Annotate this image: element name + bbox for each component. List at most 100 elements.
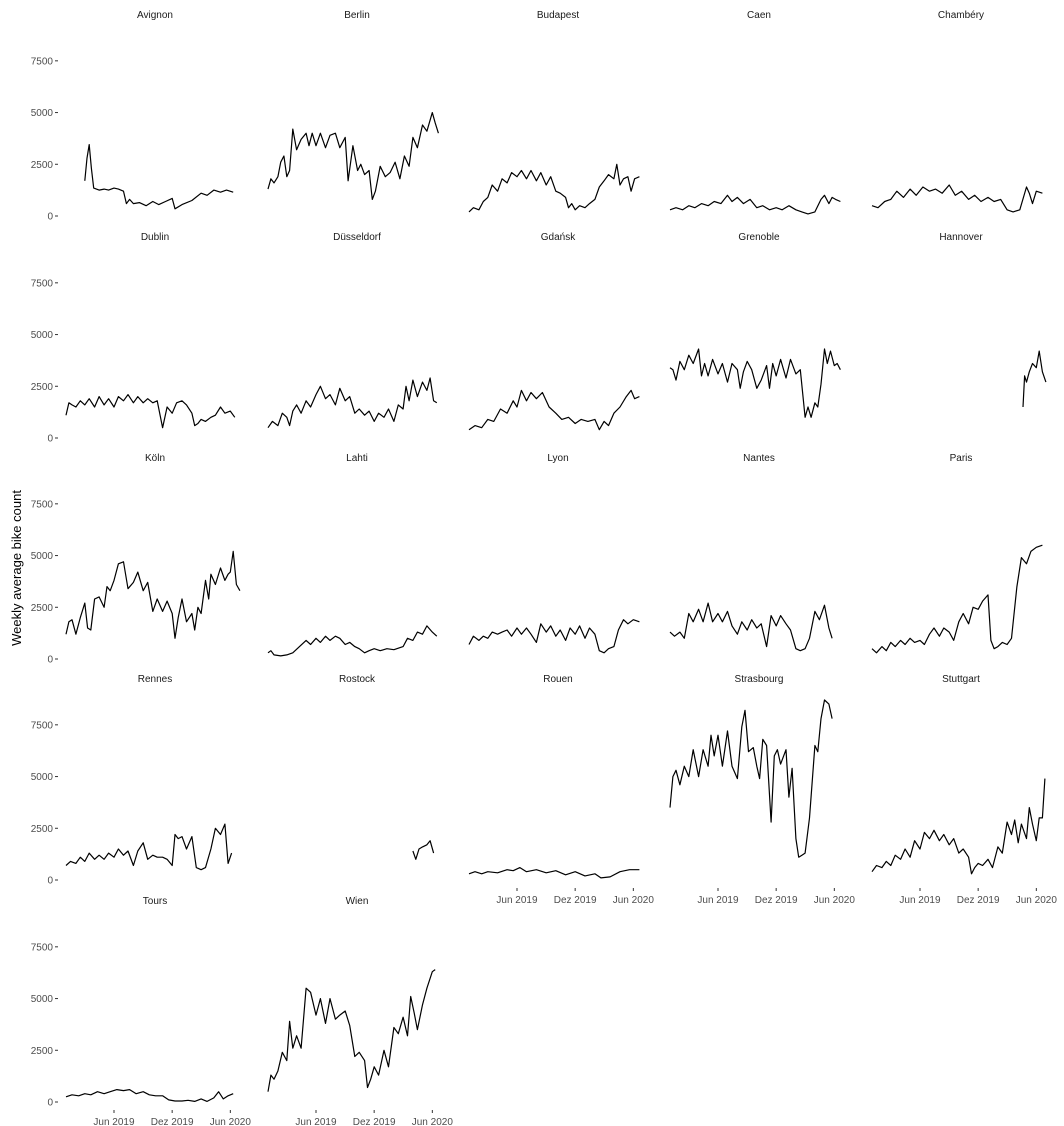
y-tick-label: 7500 — [31, 56, 54, 67]
panel-title: Wien — [346, 896, 369, 907]
series-line — [871, 544, 1043, 654]
series-line — [468, 389, 640, 431]
panel-title: Paris — [950, 453, 973, 464]
x-tick-label: Dez 2019 — [151, 1117, 194, 1126]
panel-title: Nantes — [743, 453, 775, 464]
x-tick-label: Dez 2019 — [353, 1117, 396, 1126]
x-tick-label: Jun 2019 — [93, 1117, 135, 1126]
facet-panel: Lyon — [468, 453, 640, 654]
y-tick-label: 2500 — [31, 603, 54, 614]
x-tick-label: Jun 2020 — [814, 895, 856, 906]
facet-panel: Stuttgart Jun 2019 Dez 2019 Jun 2020 — [871, 674, 1058, 906]
y-axis-title: Weekly average bike count — [9, 490, 24, 646]
facet-panel: Chambéry — [871, 10, 1043, 213]
series-line — [267, 625, 438, 657]
y-tick-label: 5000 — [31, 551, 54, 562]
facet-panel: Wien Jun 2019 Dez 2019 Jun 2020 — [267, 896, 454, 1126]
facet-panel: Strasbourg Jun 2019 Dez 2019 Jun 2020 — [669, 674, 856, 906]
panel-title: Köln — [145, 453, 165, 464]
x-tick-label: Jun 2020 — [210, 1117, 252, 1126]
series-line — [871, 778, 1046, 875]
series-line — [669, 699, 833, 858]
y-tick-label: 7500 — [31, 720, 54, 731]
series-line — [669, 194, 841, 215]
panel-title: Chambéry — [938, 10, 984, 21]
x-tick-label: Jun 2020 — [613, 895, 655, 906]
y-tick-label: 7500 — [31, 499, 54, 510]
series-line — [65, 550, 241, 639]
series-line — [65, 394, 236, 429]
facet-panel: Nantes — [669, 453, 833, 652]
y-tick-label: 0 — [47, 876, 53, 887]
series-line — [669, 348, 841, 418]
facet-panel: Rouen Jun 2019 Dez 2019 Jun 2020 — [468, 674, 655, 906]
panel-title: Lyon — [547, 453, 568, 464]
facet-panel: Berlin — [267, 10, 439, 200]
y-tick-label: 5000 — [31, 330, 54, 341]
panels-layer: Avignon 0 2500 5000 7500 Berlin Budapest Caen Ch… — [31, 10, 1058, 1126]
panel-title: Budapest — [537, 10, 579, 21]
panel-title: Hannover — [939, 232, 983, 243]
series-line — [267, 377, 438, 429]
series-line — [412, 840, 435, 860]
series-line — [468, 163, 640, 213]
x-tick-label: Jun 2019 — [496, 895, 538, 906]
series-line — [267, 112, 439, 200]
x-tick-label: Jun 2019 — [899, 895, 941, 906]
y-tick-label: 2500 — [31, 160, 54, 171]
facet-panel: Tours 0 2500 5000 7500 Jun 2019 Dez 2019 Jun 20… — [31, 896, 252, 1126]
panel-title: Lahti — [346, 453, 368, 464]
series-line — [468, 867, 640, 879]
facet-panel: Lahti — [267, 453, 438, 657]
x-tick-label: Jun 2019 — [295, 1117, 337, 1126]
y-tick-label: 0 — [47, 1098, 53, 1109]
y-tick-label: 7500 — [31, 942, 54, 953]
panel-title: Avignon — [137, 10, 173, 21]
facet-panel: Grenoble — [669, 232, 841, 418]
y-tick-label: 2500 — [31, 382, 54, 393]
x-tick-label: Jun 2020 — [1016, 895, 1058, 906]
facet-panel: Paris — [871, 453, 1043, 654]
y-tick-label: 5000 — [31, 772, 54, 783]
x-tick-label: Jun 2020 — [412, 1117, 454, 1126]
x-tick-label: Jun 2019 — [697, 895, 739, 906]
facet-panel: Budapest — [468, 10, 640, 213]
facet-panel: Düsseldorf — [267, 232, 438, 429]
facet-panel: Caen — [669, 10, 841, 215]
series-line — [1022, 350, 1047, 408]
series-line — [65, 823, 233, 871]
panel-title: Strasbourg — [735, 674, 784, 685]
facet-panel: Gdańsk — [468, 232, 640, 431]
y-tick-label: 2500 — [31, 824, 54, 835]
panel-title: Caen — [747, 10, 771, 21]
panel-title: Rouen — [543, 674, 572, 685]
y-tick-label: 5000 — [31, 108, 54, 119]
series-line — [267, 969, 436, 1092]
series-line — [468, 619, 640, 654]
series-line — [669, 602, 833, 652]
facet-panel: Rennes 0 2500 5000 7500 — [31, 674, 233, 887]
facet-panel: Dublin 0 2500 5000 7500 — [31, 232, 236, 445]
panel-title: Berlin — [344, 10, 370, 21]
facet-panel: Köln 0 2500 5000 7500 — [31, 453, 241, 666]
y-tick-label: 7500 — [31, 278, 54, 289]
y-tick-label: 0 — [47, 655, 53, 666]
facet-panel: Hannover — [939, 232, 1047, 408]
facet-panel: Rostock — [339, 674, 435, 860]
series-line — [84, 144, 234, 210]
panel-title: Düsseldorf — [333, 232, 381, 243]
series-line — [65, 1089, 234, 1102]
y-tick-label: 2500 — [31, 1046, 54, 1057]
panel-title: Dublin — [141, 232, 169, 243]
panel-title: Rennes — [138, 674, 172, 685]
x-tick-label: Dez 2019 — [554, 895, 597, 906]
y-tick-label: 0 — [47, 434, 53, 445]
panel-title: Tours — [143, 896, 167, 907]
facet-panel: Avignon 0 2500 5000 7500 — [31, 10, 234, 223]
x-tick-label: Dez 2019 — [957, 895, 1000, 906]
panel-title: Rostock — [339, 674, 376, 685]
series-line — [871, 184, 1043, 213]
y-tick-label: 0 — [47, 212, 53, 223]
y-tick-label: 5000 — [31, 994, 54, 1005]
panel-title: Grenoble — [738, 232, 780, 243]
